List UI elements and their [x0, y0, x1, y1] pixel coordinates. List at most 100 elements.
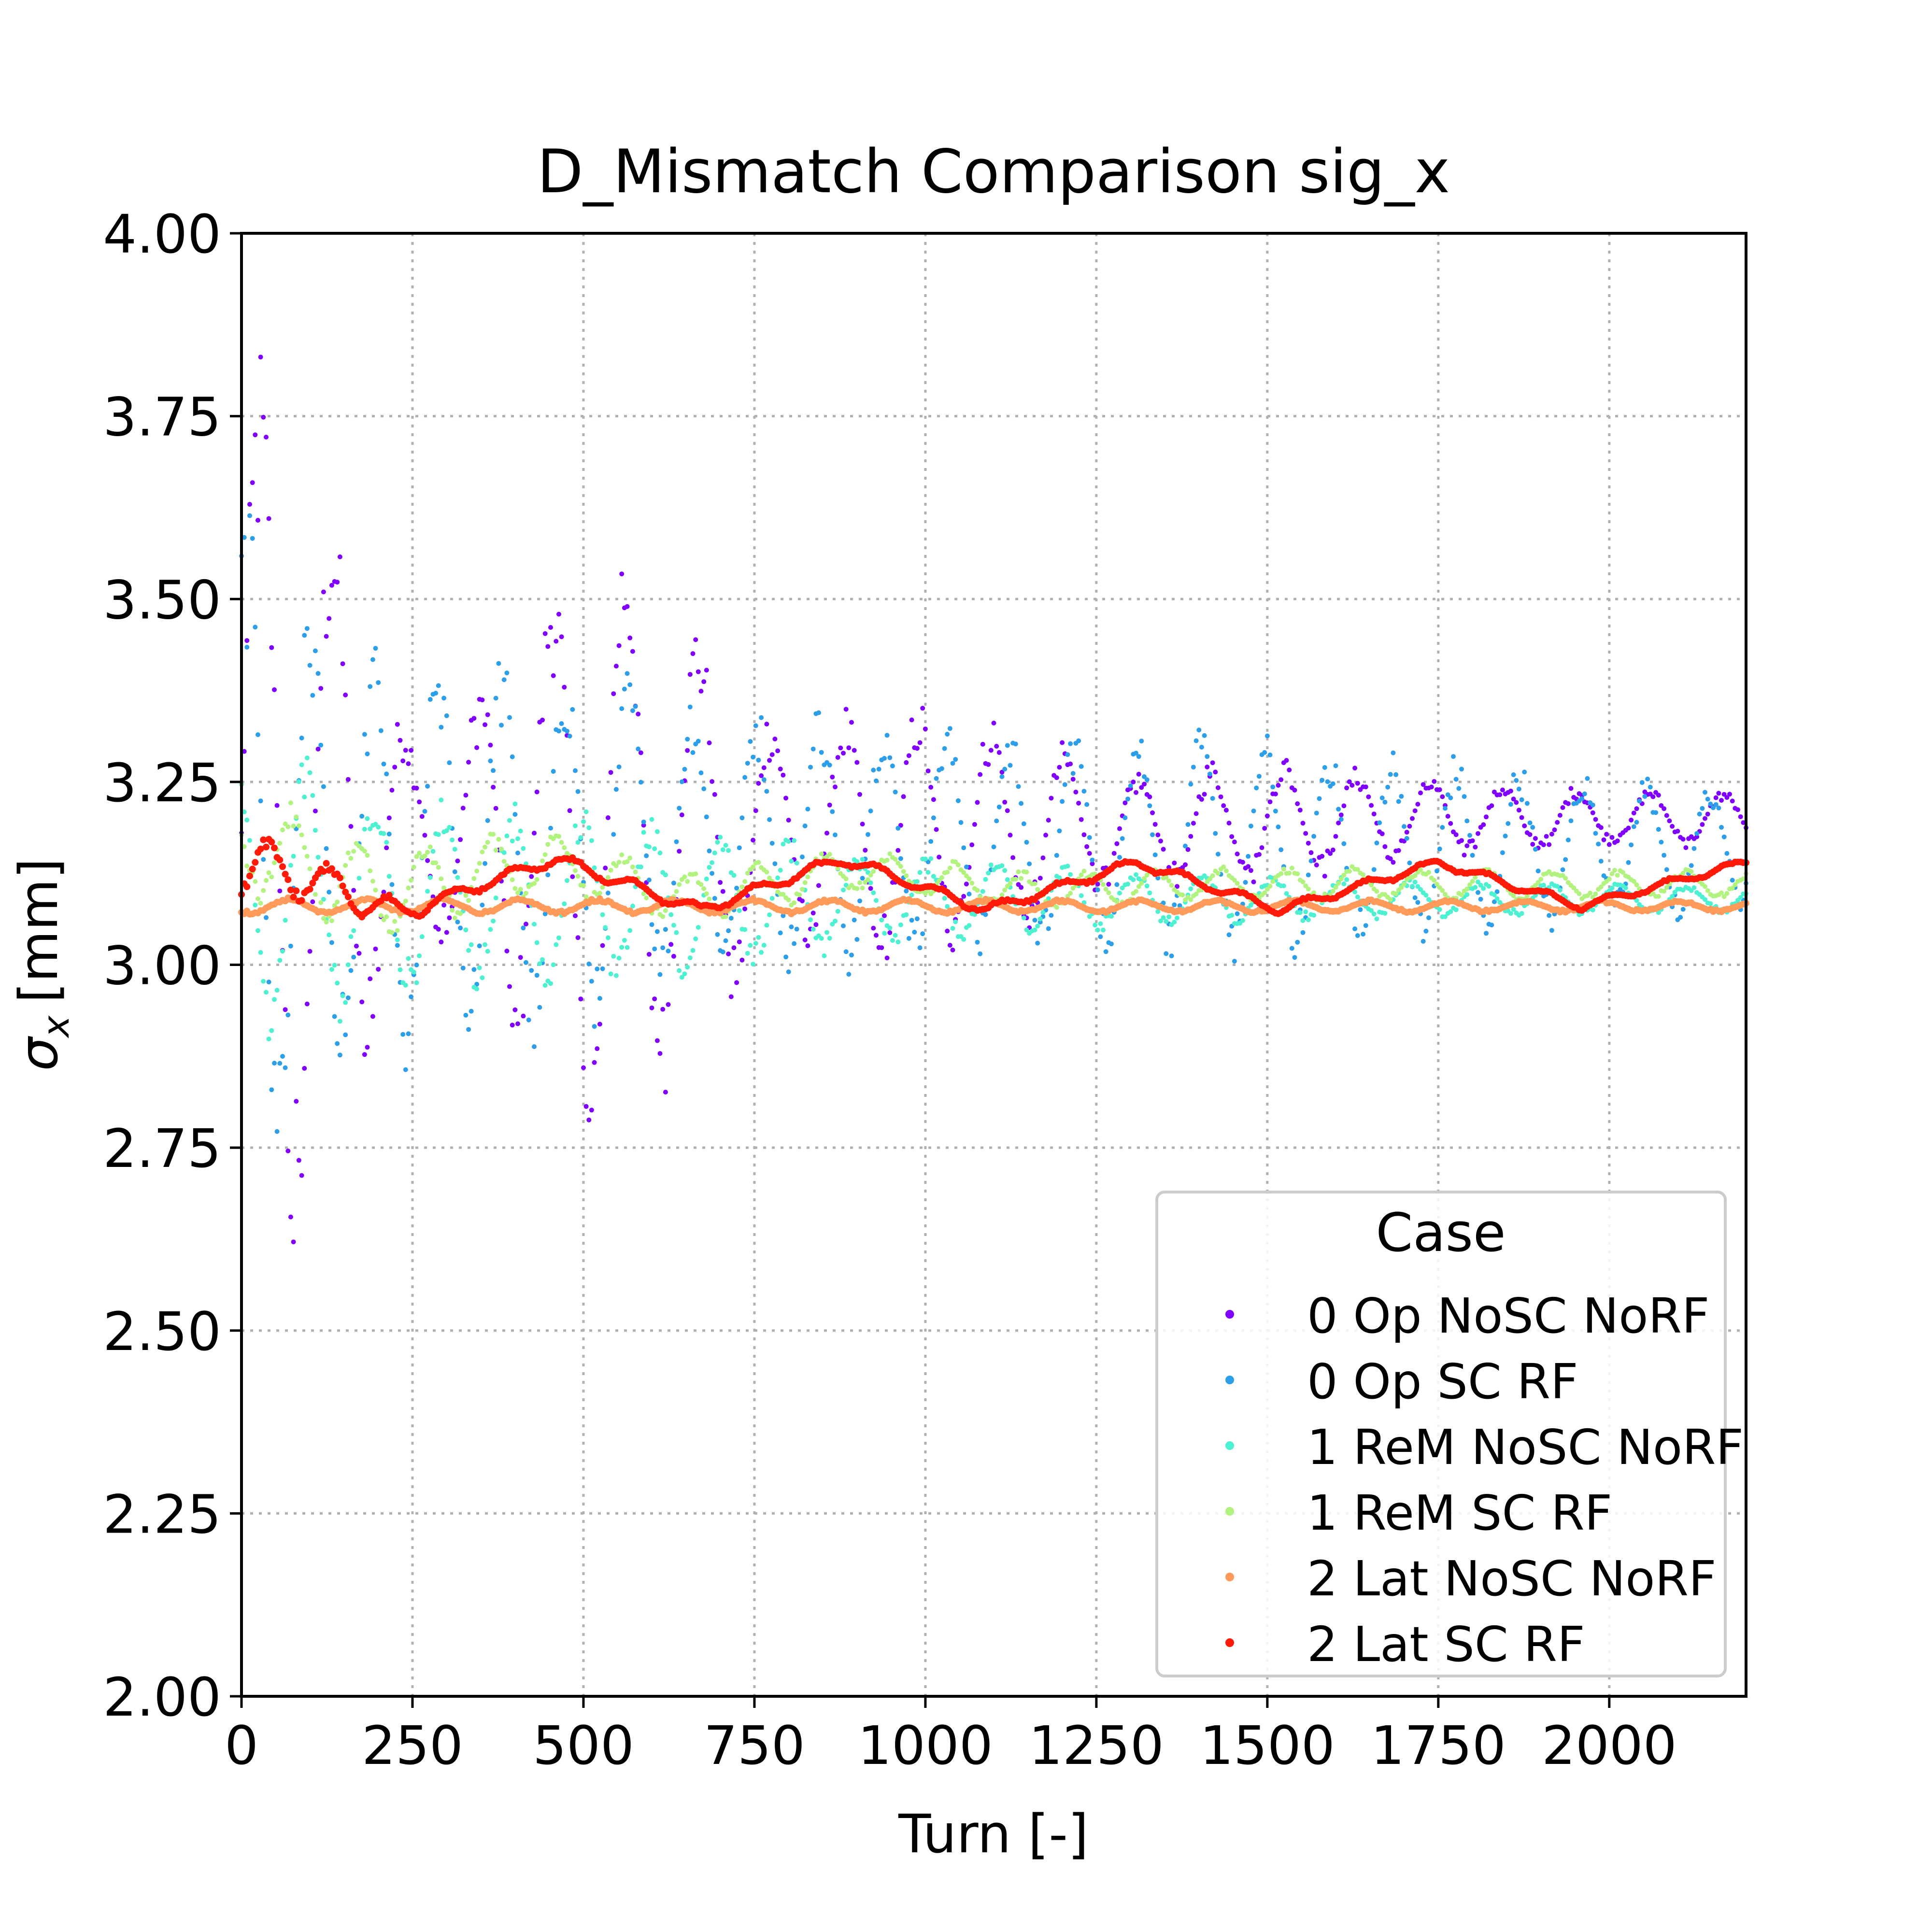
data-point [253, 902, 258, 908]
data-point [389, 788, 395, 793]
data-point [690, 948, 696, 953]
data-point [1093, 923, 1098, 928]
data-point [999, 774, 1005, 779]
data-point [1235, 881, 1240, 886]
data-point [925, 870, 931, 875]
data-point [1019, 876, 1024, 881]
data-point [499, 846, 504, 852]
data-point [1645, 776, 1650, 781]
data-point [841, 923, 846, 928]
data-point [1136, 884, 1141, 889]
data-point [537, 961, 542, 966]
data-point [1519, 911, 1524, 916]
data-point [737, 845, 742, 851]
data-point [1724, 795, 1730, 800]
data-point [439, 876, 444, 881]
data-point [663, 927, 668, 932]
x-tick-label: 750 [704, 1715, 805, 1776]
data-point [1511, 796, 1516, 802]
data-point [1535, 868, 1541, 874]
data-point [1443, 914, 1448, 919]
data-point [280, 1054, 285, 1059]
data-point [283, 918, 288, 923]
data-point [1571, 885, 1577, 891]
data-point [1035, 887, 1040, 892]
data-point [1609, 885, 1615, 891]
data-point [284, 876, 292, 883]
data-point [403, 748, 408, 753]
data-point [567, 808, 572, 813]
data-point [887, 925, 893, 931]
data-point [652, 846, 657, 852]
data-point [1122, 800, 1128, 806]
data-point [846, 745, 852, 751]
data-point [1172, 920, 1177, 924]
data-point [666, 949, 671, 953]
data-point [1144, 777, 1150, 782]
data-point [726, 928, 731, 933]
data-point [320, 868, 327, 875]
chart-title: D_Mismatch Comparison sig_x [537, 137, 1450, 207]
data-point [1445, 814, 1450, 819]
data-point [444, 713, 449, 718]
data-point [570, 707, 575, 712]
data-point [1494, 896, 1500, 901]
data-point [871, 869, 876, 874]
data-point [307, 770, 313, 775]
data-point [269, 1028, 274, 1033]
data-point [483, 844, 488, 850]
data-point [895, 939, 901, 945]
data-point [1588, 890, 1593, 895]
data-point [510, 1023, 515, 1028]
data-point [1443, 806, 1448, 811]
data-point [1210, 796, 1215, 801]
data-point [1049, 796, 1054, 801]
data-point [603, 866, 608, 871]
data-point [712, 850, 717, 855]
data-point [975, 939, 980, 945]
data-point [257, 845, 264, 852]
data-point [1303, 909, 1308, 914]
data-point [966, 892, 972, 896]
data-point [1013, 741, 1018, 747]
data-point [409, 878, 414, 883]
data-point [299, 762, 304, 767]
data-point [485, 818, 490, 823]
data-point [813, 922, 819, 927]
data-point [1134, 889, 1138, 894]
data-point [611, 691, 616, 696]
data-point [1634, 898, 1639, 903]
data-point [1328, 851, 1333, 856]
data-point [739, 884, 745, 890]
data-point [1155, 832, 1161, 838]
data-point [493, 806, 498, 811]
data-point [1634, 820, 1639, 825]
data-point [471, 876, 477, 881]
data-point [1459, 838, 1464, 843]
data-point [1598, 825, 1604, 830]
data-point [1642, 794, 1648, 799]
data-point [1215, 871, 1221, 876]
data-point [315, 671, 321, 676]
data-point [1393, 772, 1399, 777]
data-point [409, 994, 414, 999]
data-point [534, 877, 540, 882]
data-point [1276, 824, 1281, 829]
data-point [1002, 799, 1008, 805]
data-point [1524, 801, 1530, 806]
data-point [458, 925, 463, 931]
data-point [778, 767, 783, 772]
data-point [348, 968, 354, 973]
data-point [1223, 868, 1229, 873]
data-point [1598, 884, 1604, 890]
data-point [1500, 787, 1505, 793]
data-point [1226, 932, 1232, 938]
data-point [373, 646, 378, 651]
data-point [466, 948, 471, 953]
data-point [769, 896, 775, 901]
data-point [822, 953, 827, 958]
data-point [534, 973, 540, 978]
data-point [1719, 890, 1724, 895]
data-point [605, 875, 611, 880]
data-point [548, 625, 553, 630]
